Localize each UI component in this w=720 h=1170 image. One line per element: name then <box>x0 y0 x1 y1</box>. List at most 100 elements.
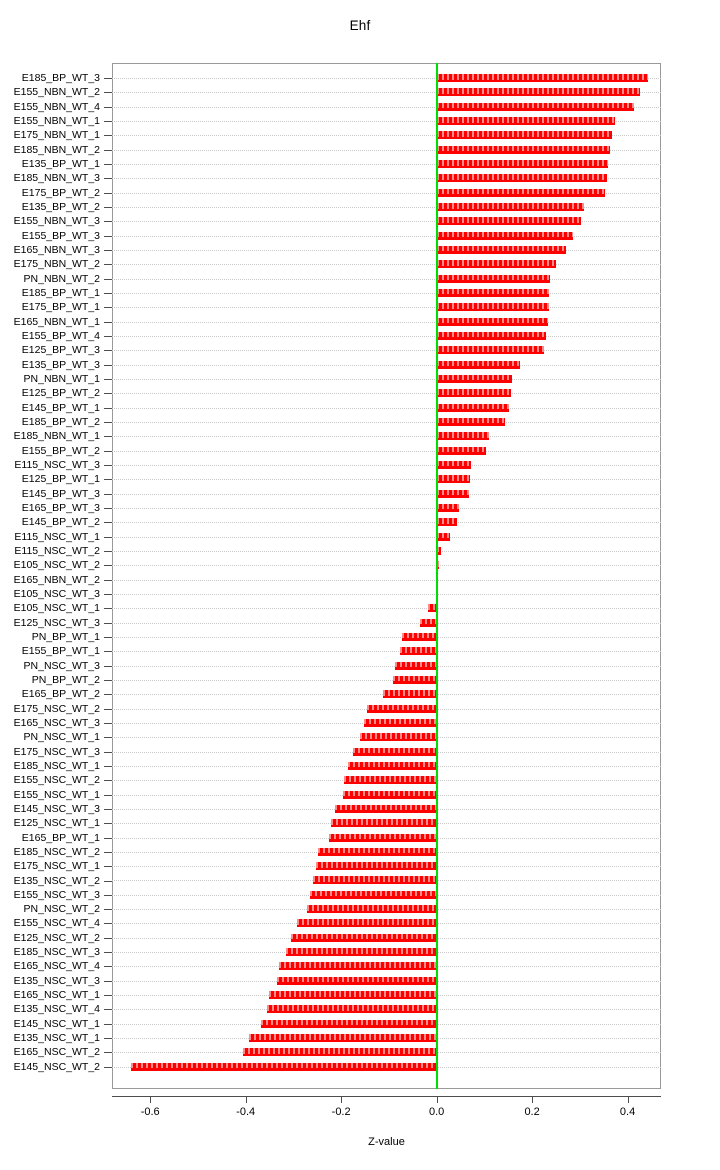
bar <box>329 833 438 842</box>
gridline <box>112 78 661 80</box>
y-axis-tick <box>104 378 112 380</box>
chart-row <box>112 85 661 99</box>
chart-row <box>112 100 661 114</box>
gridline <box>112 407 661 409</box>
y-axis-tick <box>104 92 112 94</box>
y-axis-label: E145_NSC_WT_1 <box>13 1017 100 1030</box>
gridline <box>112 579 661 581</box>
y-axis-label: E175_NSC_WT_1 <box>13 860 100 873</box>
chart-row <box>112 186 661 200</box>
bar <box>330 819 437 828</box>
bar <box>436 217 581 226</box>
bar <box>260 1019 437 1028</box>
y-axis-label: E165_NSC_WT_4 <box>13 960 100 973</box>
bar <box>436 475 471 484</box>
bar <box>348 761 437 770</box>
gridline <box>112 565 661 567</box>
gridline <box>112 278 661 280</box>
y-axis-label: E185_BP_WT_3 <box>21 72 100 85</box>
zero-reference-line <box>435 63 438 1089</box>
y-axis-tick <box>104 536 112 538</box>
chart-row <box>112 314 661 328</box>
bar <box>343 790 437 799</box>
chart-row <box>112 329 661 343</box>
chart-row <box>112 572 661 586</box>
y-axis-tick <box>104 207 112 208</box>
y-axis-tick <box>104 221 112 223</box>
y-axis-label: PN_BP_WT_1 <box>31 630 100 643</box>
chart-row <box>112 229 661 243</box>
gridline <box>112 479 661 481</box>
x-axis-tick-label: 0.4 <box>619 1106 636 1118</box>
gridline <box>112 378 661 380</box>
y-axis-tick <box>104 980 112 982</box>
y-axis-label: E185_NSC_WT_1 <box>13 759 100 772</box>
y-axis-tick <box>104 995 112 997</box>
x-axis-tick <box>436 1096 438 1103</box>
y-axis-tick <box>104 121 112 123</box>
chart-row <box>112 200 661 214</box>
bar <box>318 847 438 856</box>
bar <box>353 747 437 756</box>
y-axis-tick <box>104 393 112 395</box>
y-axis-label: PN_NSC_WT_2 <box>23 903 100 916</box>
bar <box>392 675 437 684</box>
chart-row <box>112 888 661 902</box>
chart-row <box>112 787 661 801</box>
y-axis-tick <box>104 694 112 696</box>
bar <box>279 962 437 971</box>
bar <box>436 317 549 326</box>
bar <box>436 174 607 183</box>
chart-row <box>112 644 661 658</box>
y-axis-tick <box>104 966 112 968</box>
gridline <box>112 178 661 180</box>
bar <box>312 876 437 885</box>
y-axis-tick <box>104 1023 112 1025</box>
chart-row <box>112 429 661 443</box>
x-axis-tick-label: -0.2 <box>331 1106 351 1118</box>
y-axis-tick <box>104 679 112 681</box>
y-axis-tick <box>104 780 112 782</box>
y-axis-tick <box>104 909 112 911</box>
gridline <box>112 235 661 237</box>
bar <box>436 160 609 168</box>
y-axis-label: E115_NSC_WT_1 <box>14 530 100 543</box>
y-axis-tick <box>104 1052 112 1054</box>
chart-row <box>112 1002 661 1016</box>
chart-row <box>112 286 661 300</box>
bar <box>436 145 611 154</box>
chart-row <box>112 902 661 916</box>
y-axis-tick <box>104 808 112 810</box>
y-axis-label: E165_BP_WT_1 <box>21 831 100 844</box>
chart-row <box>112 873 661 887</box>
bar <box>436 203 585 211</box>
gridline <box>112 164 661 165</box>
y-axis-tick <box>104 651 112 653</box>
gridline <box>112 651 661 653</box>
gridline <box>112 264 661 266</box>
bar <box>436 546 442 555</box>
y-axis-tick <box>104 292 112 294</box>
chart-row <box>112 701 661 715</box>
bar <box>436 131 613 140</box>
chart-row <box>112 271 661 285</box>
y-axis-tick <box>104 164 112 166</box>
bar <box>131 1062 437 1071</box>
y-axis-tick <box>104 866 112 868</box>
bar <box>436 489 470 498</box>
chart-row <box>112 816 661 830</box>
y-axis-label: E135_NSC_WT_4 <box>13 1003 100 1016</box>
y-axis-tick <box>104 952 112 954</box>
bar <box>243 1048 437 1057</box>
y-axis-tick <box>104 250 112 251</box>
y-axis-label: E155_NBN_WT_1 <box>13 115 100 128</box>
gridline <box>112 221 661 223</box>
y-axis-tick <box>104 335 112 337</box>
y-axis-label: E175_NSC_WT_2 <box>13 702 100 715</box>
bar <box>436 274 551 283</box>
y-axis-tick <box>104 837 112 839</box>
bar <box>310 890 437 899</box>
chart-row <box>112 916 661 930</box>
chart-row <box>112 558 661 572</box>
y-axis-label: E175_NSC_WT_3 <box>13 745 100 758</box>
